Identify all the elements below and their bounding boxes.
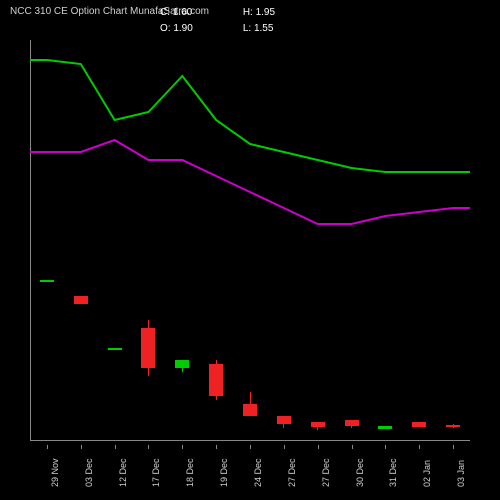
x-axis-label: 12 Dec bbox=[118, 458, 128, 487]
x-axis-label: 18 Dec bbox=[185, 458, 195, 487]
x-axis-label: 24 Dec bbox=[253, 458, 263, 487]
x-tick bbox=[115, 445, 116, 449]
x-axis-label: 27 Dec bbox=[287, 458, 297, 487]
open-value: 1.90 bbox=[173, 23, 192, 34]
candle-body bbox=[243, 404, 257, 416]
candle-body bbox=[345, 420, 359, 426]
x-axis-label: 29 Nov bbox=[50, 458, 60, 487]
x-axis-label: 17 Dec bbox=[151, 458, 161, 487]
candle-body bbox=[209, 364, 223, 396]
candle-body bbox=[175, 360, 189, 368]
x-tick bbox=[148, 445, 149, 449]
x-axis-label: 03 Dec bbox=[84, 458, 94, 487]
x-axis-label: 27 Dec bbox=[321, 458, 331, 487]
ohlc-readout: C: 1.60 O: 1.90 H: 1.95 L: 1.55 bbox=[160, 6, 275, 36]
low-label: L: bbox=[243, 23, 251, 34]
candle-body bbox=[311, 422, 325, 427]
candle-body bbox=[277, 416, 291, 424]
candle-body bbox=[378, 426, 392, 428]
close-value: 1.60 bbox=[173, 7, 192, 18]
candle-body bbox=[74, 296, 88, 304]
x-tick bbox=[216, 445, 217, 449]
x-axis-line bbox=[30, 440, 470, 441]
candle-body bbox=[141, 328, 155, 368]
x-tick bbox=[250, 445, 251, 449]
x-tick bbox=[352, 445, 353, 449]
x-tick bbox=[318, 445, 319, 449]
overlay-lines bbox=[30, 40, 470, 440]
x-tick bbox=[47, 445, 48, 449]
indicator-line bbox=[47, 60, 470, 172]
x-tick bbox=[284, 445, 285, 449]
candle-body bbox=[108, 348, 122, 350]
x-tick bbox=[453, 445, 454, 449]
close-label: C: bbox=[160, 7, 170, 18]
high-value: 1.95 bbox=[256, 7, 275, 18]
candle-body bbox=[446, 425, 460, 427]
x-tick bbox=[385, 445, 386, 449]
candle-body bbox=[40, 280, 54, 282]
x-axis-label: 30 Dec bbox=[355, 458, 365, 487]
chart-container: NCC 310 CE Option Chart MunafaSatra.com … bbox=[0, 0, 500, 500]
x-tick bbox=[182, 445, 183, 449]
plot-area bbox=[30, 40, 470, 440]
high-label: H: bbox=[243, 7, 253, 18]
x-axis-label: 02 Jan bbox=[422, 460, 432, 487]
indicator-line bbox=[47, 140, 470, 224]
x-tick bbox=[81, 445, 82, 449]
x-axis-label: 31 Dec bbox=[388, 458, 398, 487]
open-label: O: bbox=[160, 23, 171, 34]
low-value: 1.55 bbox=[254, 23, 273, 34]
x-tick bbox=[419, 445, 420, 449]
x-axis-label: 03 Jan bbox=[456, 460, 466, 487]
x-axis-labels: 29 Nov 03 Dec 12 Dec 17 Dec 18 Dec 19 Dec 24 D… bbox=[30, 445, 470, 495]
candle-body bbox=[412, 422, 426, 427]
x-axis-label: 19 Dec bbox=[219, 458, 229, 487]
